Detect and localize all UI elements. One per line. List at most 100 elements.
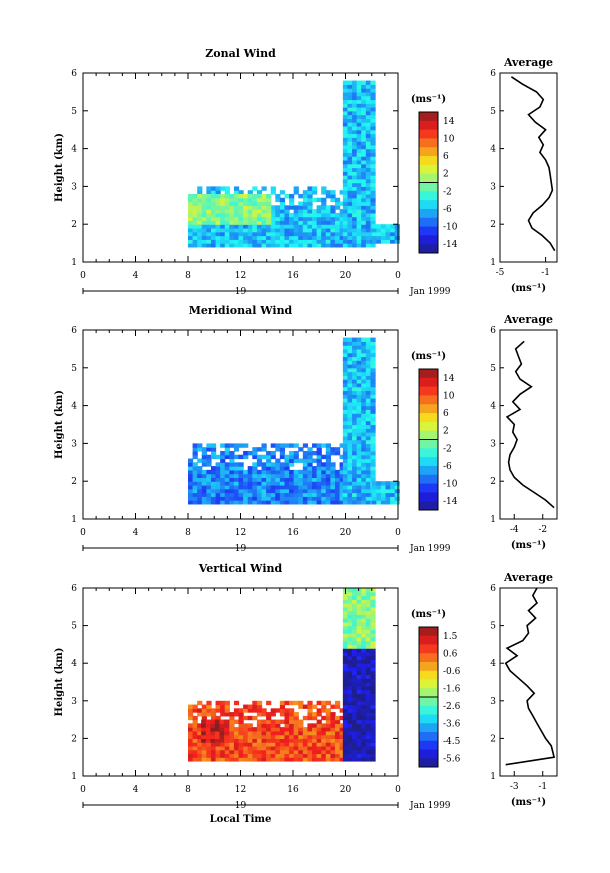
heatmap-cell: [339, 492, 345, 497]
heatmap-cell: [266, 500, 272, 505]
heatmap-cell: [233, 469, 240, 475]
heatmap-cell: [266, 715, 272, 721]
heatmap-cell: [325, 473, 332, 479]
heatmap-cell: [316, 466, 322, 471]
heatmap-cell: [298, 447, 304, 452]
colorbar-tick-label: 10: [443, 134, 455, 144]
heatmap-cell: [298, 700, 304, 706]
heatmap-cell: [307, 757, 313, 762]
colorbar-swatch: [419, 749, 438, 759]
heatmap-cell: [284, 484, 290, 490]
heatmap-cell: [215, 496, 221, 501]
heatmap-cell: [370, 693, 376, 698]
heatmap-cell: [335, 484, 341, 490]
heatmap-cell: [335, 235, 341, 240]
heatmap-cell: [352, 618, 358, 623]
heatmap-cell: [266, 488, 272, 494]
heatmap-cell: [316, 484, 322, 490]
heatmap-cell: [275, 749, 281, 755]
heatmap-cell: [233, 730, 240, 736]
heatmap-cell: [347, 186, 353, 191]
heatmap-cell: [229, 243, 235, 248]
heatmap-cell: [243, 484, 249, 490]
heatmap-cell: [370, 148, 376, 153]
heatmap-cell: [347, 190, 353, 195]
heatmap-cell: [335, 734, 341, 739]
heatmap-cell: [229, 205, 235, 210]
heatmap-cell: [261, 477, 267, 482]
heatmap-cell: [298, 212, 304, 218]
heatmap-cell: [339, 753, 345, 758]
heatmap-cell: [270, 235, 276, 240]
heatmap-cell: [335, 500, 341, 505]
heatmap-cell: [330, 243, 336, 248]
heatmap-cell: [229, 757, 235, 762]
heatmap-cell: [192, 447, 198, 452]
heatmap-cell: [356, 186, 362, 191]
heatmap-cell: [370, 163, 376, 169]
heatmap-cell: [284, 488, 290, 494]
heatmap-cell: [307, 492, 313, 497]
heatmap-cells: [188, 337, 400, 505]
heatmap-cell: [224, 193, 230, 199]
heatmap-cell: [215, 224, 221, 229]
heatmap-cell: [342, 424, 349, 429]
heatmap-cell: [224, 481, 230, 486]
heatmap-cell: [356, 156, 362, 161]
heatmap-cell: [252, 469, 258, 475]
heatmap-cell: [266, 484, 272, 490]
heatmap-cell: [289, 205, 295, 210]
heatmap-cell: [330, 462, 336, 467]
heatmap-cell: [307, 231, 313, 237]
heatmap-cell: [270, 462, 276, 467]
heatmap-cell: [361, 697, 367, 702]
heatmap-cell: [289, 484, 295, 490]
heatmap-cell: [275, 727, 281, 732]
heatmap-cell: [352, 757, 358, 762]
heatmap-cell: [365, 469, 372, 475]
average-y-tick-label: 1: [490, 515, 496, 525]
heatmap-cell: [270, 466, 276, 471]
average-y-tick-label: 2: [490, 220, 496, 230]
heatmap-cell: [347, 599, 353, 604]
heatmap-cell: [261, 209, 267, 214]
heatmap-cell: [361, 723, 367, 728]
heatmap-cell: [376, 231, 382, 237]
heatmap-cell: [356, 469, 362, 475]
heatmap-cell: [238, 734, 244, 739]
heatmap-cell: [352, 745, 358, 751]
heatmap-cell: [356, 450, 362, 456]
y-tick-label: 6: [71, 69, 77, 79]
heatmap-cell: [352, 599, 358, 604]
heatmap-cell: [339, 473, 345, 479]
heatmap-cell: [247, 450, 253, 456]
colorbar-swatch: [419, 235, 438, 245]
heatmap-cell: [361, 364, 367, 369]
heatmap-cell: [347, 636, 353, 642]
heatmap-cell: [371, 239, 377, 244]
heatmap-cell: [252, 216, 258, 222]
heatmap-cell: [266, 235, 272, 240]
day-axis-date: Jan 1999: [409, 801, 451, 811]
heatmap-cell: [316, 227, 322, 233]
heatmap-cell: [356, 670, 362, 676]
heatmap-cell: [224, 712, 230, 717]
heatmap-cell: [252, 734, 258, 739]
heatmap-cell: [201, 738, 207, 743]
average-y-tick-label: 6: [490, 584, 496, 594]
heatmap-cell: [215, 749, 221, 755]
heatmap-cell: [224, 704, 230, 709]
heatmap-cell: [289, 481, 295, 486]
heatmap-cell: [356, 107, 362, 112]
heatmap-cell: [356, 678, 362, 683]
heatmap-cell: [361, 148, 367, 153]
heatmap-cell: [356, 367, 362, 373]
heatmap-cell: [188, 466, 194, 471]
colorbar: (ms⁻¹)1.50.6-0.6-1.6-2.6-3.6-4.5-5.6: [411, 609, 461, 768]
heatmap-cell: [279, 745, 286, 751]
heatmap-cell: [252, 749, 258, 755]
heatmap-cell: [256, 469, 263, 475]
heatmap-cell: [352, 413, 358, 418]
heatmap-cell: [352, 420, 358, 426]
heatmap-cell: [197, 205, 203, 210]
